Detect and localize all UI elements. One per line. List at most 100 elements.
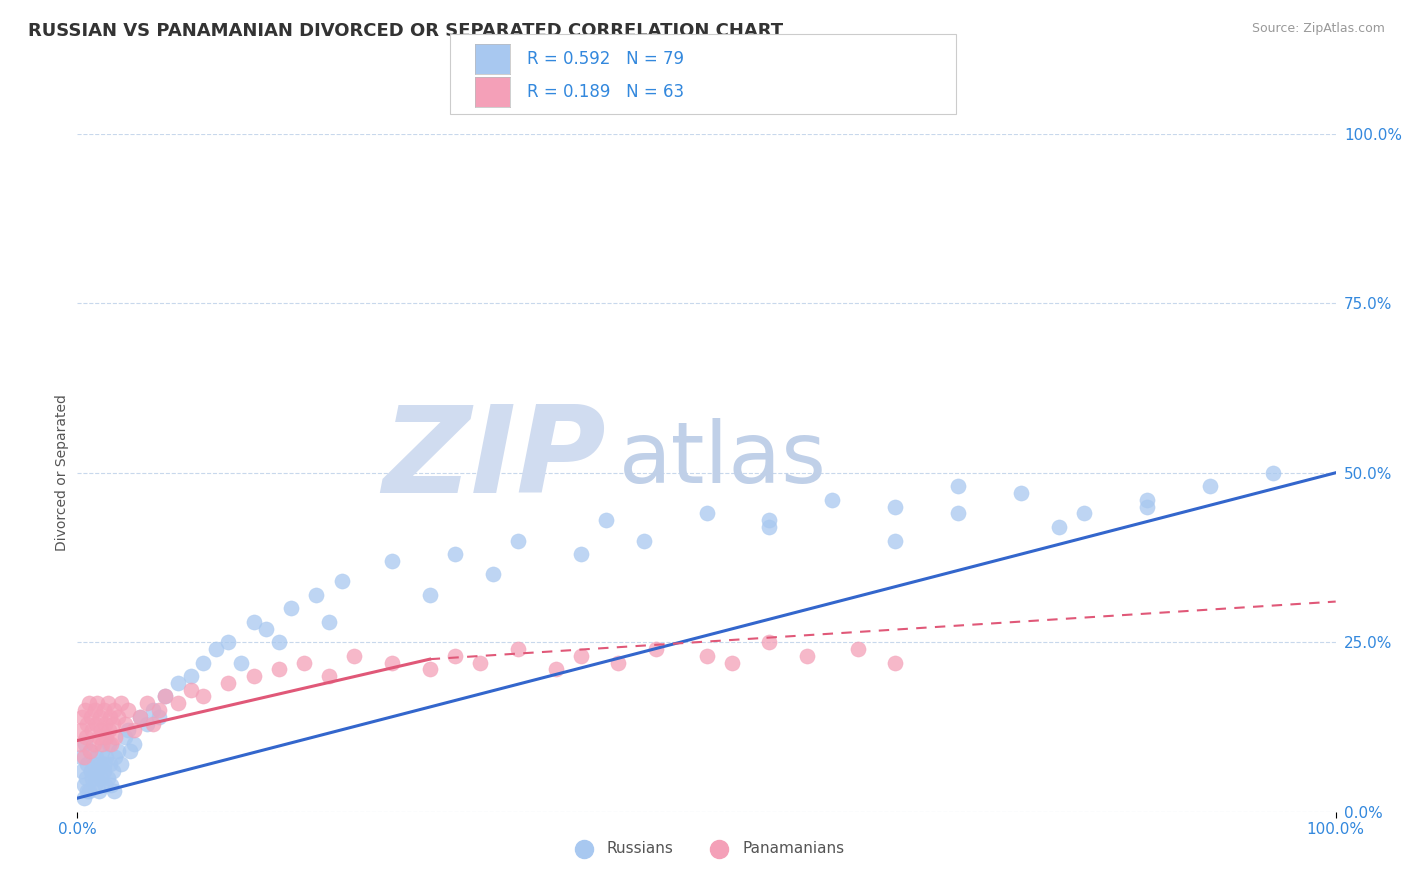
Point	[80, 764, 103, 778]
Point	[129, 710, 152, 724]
Point	[595, 513, 617, 527]
Point	[75, 730, 97, 744]
Text: R = 0.592   N = 79: R = 0.592 N = 79	[527, 50, 685, 68]
Point	[569, 547, 592, 561]
Point	[884, 500, 907, 514]
Point	[82, 771, 104, 785]
Point	[84, 778, 107, 792]
Point	[97, 723, 120, 738]
Point	[114, 716, 136, 731]
Point	[83, 757, 105, 772]
Point	[948, 507, 970, 521]
Point	[104, 730, 127, 744]
Point	[75, 771, 97, 785]
Point	[93, 764, 115, 778]
Point	[1073, 507, 1095, 521]
Point	[104, 750, 127, 764]
Point	[103, 703, 125, 717]
Point	[135, 716, 157, 731]
Point	[70, 750, 93, 764]
Point	[758, 635, 780, 649]
Point	[72, 710, 94, 724]
Point	[148, 710, 170, 724]
Point	[122, 737, 145, 751]
Point	[93, 703, 115, 717]
Point	[110, 696, 132, 710]
Point	[242, 615, 264, 629]
Point	[79, 744, 101, 758]
Point	[292, 656, 315, 670]
Point	[89, 710, 111, 724]
Point	[72, 764, 94, 778]
Point	[1010, 486, 1032, 500]
Point	[84, 703, 107, 717]
Point	[468, 656, 491, 670]
Point	[101, 764, 124, 778]
Point	[84, 716, 107, 731]
Point	[114, 730, 136, 744]
Point	[305, 588, 328, 602]
Point	[948, 479, 970, 493]
Point	[142, 716, 165, 731]
Point	[167, 696, 190, 710]
Point	[444, 648, 467, 663]
Text: atlas: atlas	[619, 417, 827, 500]
Point	[180, 682, 202, 697]
Point	[720, 656, 742, 670]
Point	[884, 533, 907, 548]
Point	[73, 737, 96, 751]
Point	[107, 744, 129, 758]
Point	[155, 690, 177, 704]
Point	[696, 507, 718, 521]
Point	[419, 662, 441, 676]
Point	[90, 723, 112, 738]
Point	[821, 492, 844, 507]
Point	[254, 622, 277, 636]
Point	[93, 757, 115, 772]
Point	[96, 750, 118, 764]
Point	[129, 710, 152, 724]
Point	[191, 656, 215, 670]
Text: R = 0.189   N = 63: R = 0.189 N = 63	[527, 83, 685, 101]
Point	[77, 784, 100, 798]
Point	[79, 744, 101, 758]
Y-axis label: Divorced or Separated: Divorced or Separated	[55, 394, 69, 551]
Point	[82, 723, 104, 738]
Point	[884, 656, 907, 670]
Text: Source: ZipAtlas.com: Source: ZipAtlas.com	[1251, 22, 1385, 36]
Point	[94, 778, 117, 792]
Point	[633, 533, 655, 548]
Point	[76, 757, 98, 772]
Point	[87, 784, 110, 798]
Point	[343, 648, 366, 663]
Point	[696, 648, 718, 663]
Point	[80, 710, 103, 724]
Point	[76, 784, 98, 798]
Point	[155, 690, 177, 704]
Point	[96, 730, 118, 744]
Point	[142, 703, 165, 717]
Point	[180, 669, 202, 683]
Point	[72, 750, 94, 764]
Point	[758, 520, 780, 534]
Point	[1198, 479, 1220, 493]
Point	[107, 710, 129, 724]
Point	[758, 513, 780, 527]
Point	[1136, 492, 1159, 507]
Text: ZIP: ZIP	[382, 401, 606, 517]
Point	[481, 567, 503, 582]
Point	[204, 642, 226, 657]
Point	[1047, 520, 1070, 534]
Point	[98, 757, 121, 772]
Point	[318, 615, 340, 629]
Point	[87, 730, 110, 744]
Point	[569, 648, 592, 663]
Point	[419, 588, 441, 602]
Point	[69, 737, 91, 751]
Point	[135, 696, 157, 710]
Point	[280, 601, 302, 615]
Point	[506, 533, 529, 548]
Point	[91, 744, 114, 758]
Point	[84, 771, 107, 785]
Point	[117, 723, 139, 738]
